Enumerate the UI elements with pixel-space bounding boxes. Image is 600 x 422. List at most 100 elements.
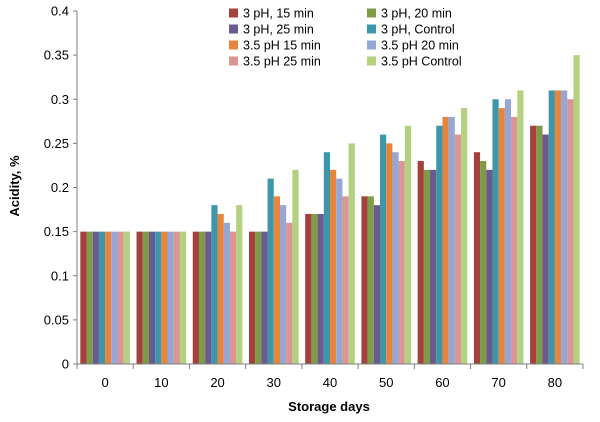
bar bbox=[317, 213, 324, 364]
bar bbox=[248, 231, 256, 364]
bar bbox=[348, 143, 355, 365]
bar bbox=[223, 222, 230, 364]
bar bbox=[480, 161, 487, 364]
bar bbox=[461, 108, 468, 364]
bar bbox=[392, 152, 399, 364]
legend-swatch bbox=[229, 8, 238, 18]
bar bbox=[542, 134, 549, 364]
bar bbox=[436, 125, 443, 364]
y-tick-label: 0.05 bbox=[44, 312, 69, 327]
bar bbox=[123, 231, 130, 364]
legend-swatch bbox=[229, 56, 238, 66]
bar bbox=[323, 152, 330, 364]
bar bbox=[561, 90, 568, 365]
bar bbox=[430, 169, 437, 364]
bar bbox=[205, 231, 212, 364]
bar bbox=[255, 231, 262, 364]
x-tick-label: 30 bbox=[267, 375, 281, 390]
bar bbox=[261, 231, 268, 364]
legend-swatch bbox=[229, 40, 238, 50]
bar bbox=[373, 205, 381, 364]
bar bbox=[398, 161, 405, 364]
y-tick-label: 0.4 bbox=[51, 4, 69, 19]
bar bbox=[567, 99, 574, 364]
bar bbox=[86, 231, 93, 364]
bar bbox=[267, 178, 274, 364]
x-axis-title: Storage days bbox=[288, 399, 370, 414]
bar bbox=[155, 231, 162, 364]
bar bbox=[311, 213, 318, 364]
bar bbox=[361, 196, 368, 364]
bar bbox=[305, 213, 312, 364]
legend-label: 3 pH, Control bbox=[381, 23, 455, 37]
y-tick-label: 0.2 bbox=[51, 180, 69, 195]
bar bbox=[367, 196, 374, 364]
bar bbox=[92, 231, 99, 364]
bar bbox=[336, 178, 343, 364]
y-tick-label: 0.1 bbox=[51, 268, 69, 283]
bar bbox=[279, 205, 287, 364]
legend-label: 3.5 pH Control bbox=[381, 55, 462, 69]
bar bbox=[498, 108, 505, 364]
bar bbox=[448, 116, 455, 365]
x-tick-label: 60 bbox=[435, 375, 449, 390]
bar bbox=[161, 231, 168, 364]
bar bbox=[148, 231, 156, 364]
y-tick-label: 0.25 bbox=[44, 136, 69, 151]
bar bbox=[105, 231, 112, 364]
bar bbox=[442, 116, 449, 365]
legend-swatch bbox=[367, 8, 376, 18]
bar bbox=[111, 231, 118, 364]
bar bbox=[80, 231, 87, 364]
legend-label: 3 pH, 25 min bbox=[243, 23, 314, 37]
bars-layer bbox=[80, 55, 580, 365]
bar bbox=[342, 196, 349, 364]
bar bbox=[573, 55, 580, 364]
bar bbox=[173, 231, 180, 364]
bar bbox=[536, 125, 543, 364]
legend-label: 3 pH, 20 min bbox=[381, 7, 452, 21]
legend: 3 pH, 15 min 3 pH, 20 min 3 pH, 25 min 3 pH… bbox=[229, 7, 462, 69]
bar bbox=[229, 231, 237, 364]
y-tick-label: 0.35 bbox=[44, 48, 69, 63]
bar bbox=[423, 169, 431, 364]
bar bbox=[530, 125, 537, 364]
legend-swatch bbox=[367, 24, 376, 34]
bar bbox=[417, 161, 424, 364]
x-tick-label: 0 bbox=[101, 375, 108, 390]
bar bbox=[380, 134, 387, 364]
x-tick-label: 50 bbox=[379, 375, 393, 390]
bar bbox=[473, 152, 481, 364]
legend-swatch bbox=[367, 40, 376, 50]
bar bbox=[404, 125, 412, 364]
legend-label: 3.5 pH 15 min bbox=[243, 39, 321, 53]
bar bbox=[217, 213, 224, 364]
bar bbox=[167, 231, 174, 364]
bar bbox=[492, 99, 499, 364]
bar bbox=[554, 90, 562, 365]
bar bbox=[136, 231, 143, 364]
legend-swatch bbox=[229, 24, 238, 34]
legend-label: 3 pH, 15 min bbox=[243, 7, 314, 21]
legend-label: 3.5 pH 20 min bbox=[381, 39, 459, 53]
y-tick-label: 0.3 bbox=[51, 92, 69, 107]
bar bbox=[386, 143, 393, 365]
bar bbox=[486, 169, 493, 364]
x-tick-label: 80 bbox=[548, 375, 562, 390]
bar bbox=[192, 231, 199, 364]
bar bbox=[273, 196, 280, 364]
bar bbox=[504, 99, 512, 364]
legend-swatch bbox=[367, 56, 376, 66]
x-tick-label: 20 bbox=[210, 375, 224, 390]
y-tick-label: 0 bbox=[62, 357, 69, 372]
bar bbox=[511, 116, 518, 365]
bar bbox=[98, 231, 106, 364]
axes-layer: 0 0.05 0.1 0.15 0.2 0.25 0.3 0.35 0.4 0 10 20 30 40 50… bbox=[44, 4, 584, 390]
x-tick-label: 10 bbox=[154, 375, 168, 390]
bar bbox=[211, 205, 218, 364]
bar bbox=[236, 205, 243, 364]
y-tick-label: 0.15 bbox=[44, 224, 69, 239]
bar bbox=[142, 231, 149, 364]
